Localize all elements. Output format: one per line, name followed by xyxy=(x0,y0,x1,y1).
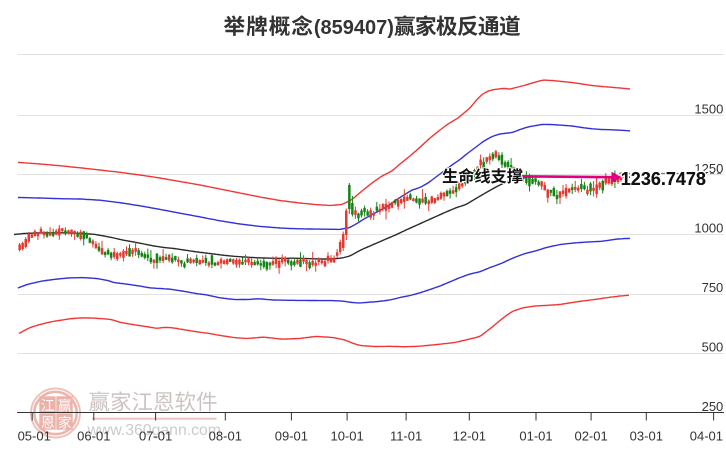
svg-text:08-01: 08-01 xyxy=(209,429,242,444)
svg-text:10-01: 10-01 xyxy=(330,429,363,444)
svg-text:www.360gann.com: www.360gann.com xyxy=(87,422,221,439)
svg-text:03-01: 03-01 xyxy=(630,429,663,444)
svg-text:06-01: 06-01 xyxy=(77,429,110,444)
svg-text:05-01: 05-01 xyxy=(18,429,51,444)
svg-text:12-01: 12-01 xyxy=(453,429,486,444)
svg-text:04-01: 04-01 xyxy=(690,429,723,444)
svg-text:250: 250 xyxy=(702,399,724,414)
svg-text:1500: 1500 xyxy=(694,101,723,116)
svg-text:02-01: 02-01 xyxy=(574,429,607,444)
svg-text:500: 500 xyxy=(702,340,724,355)
svg-text:1236.7478: 1236.7478 xyxy=(621,169,706,189)
svg-text:750: 750 xyxy=(702,280,724,295)
svg-text:1250: 1250 xyxy=(694,161,723,176)
svg-text:09-01: 09-01 xyxy=(275,429,308,444)
svg-text:1000: 1000 xyxy=(694,221,723,236)
svg-text:01-01: 01-01 xyxy=(519,429,552,444)
svg-text:(859407): (859407) xyxy=(314,17,394,39)
svg-text:11-01: 11-01 xyxy=(390,429,422,444)
svg-text:07-01: 07-01 xyxy=(139,429,172,444)
svg-text:1236.7478: 1236.7478 xyxy=(621,169,706,189)
